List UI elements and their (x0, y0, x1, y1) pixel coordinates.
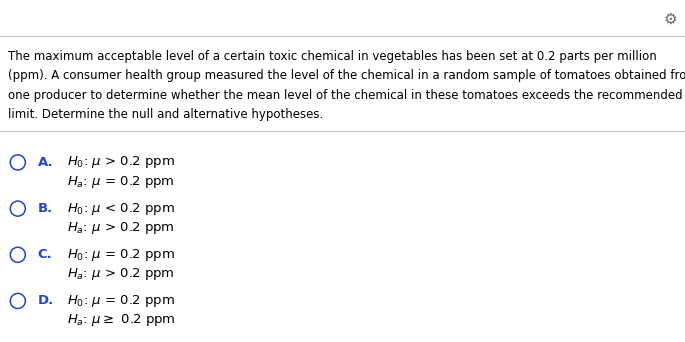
Text: D.: D. (38, 294, 54, 307)
Text: $H_0$: $\mu$ = 0.2 ppm: $H_0$: $\mu$ = 0.2 ppm (67, 247, 175, 263)
Text: limit. Determine the null and alternative hypotheses.: limit. Determine the null and alternativ… (8, 108, 323, 121)
Text: $H_a$: $\mu \geq$ 0.2 ppm: $H_a$: $\mu \geq$ 0.2 ppm (67, 313, 176, 328)
Text: $H_0$: $\mu$ = 0.2 ppm: $H_0$: $\mu$ = 0.2 ppm (67, 293, 175, 309)
Text: $H_0$: $\mu$ > 0.2 ppm: $H_0$: $\mu$ > 0.2 ppm (67, 155, 175, 170)
Text: (ppm). A consumer health group measured the level of the chemical in a random sa: (ppm). A consumer health group measured … (8, 69, 685, 82)
Text: B.: B. (38, 202, 53, 215)
Text: $H_a$: $\mu$ > 0.2 ppm: $H_a$: $\mu$ > 0.2 ppm (67, 266, 175, 282)
Text: $H_0$: $\mu$ < 0.2 ppm: $H_0$: $\mu$ < 0.2 ppm (67, 201, 175, 216)
Text: The maximum acceptable level of a certain toxic chemical in vegetables has been : The maximum acceptable level of a certai… (8, 50, 657, 63)
Text: A.: A. (38, 156, 53, 169)
Text: C.: C. (38, 248, 53, 261)
Text: $H_a$: $\mu$ > 0.2 ppm: $H_a$: $\mu$ > 0.2 ppm (67, 220, 175, 236)
Text: one producer to determine whether the mean level of the chemical in these tomato: one producer to determine whether the me… (8, 89, 683, 102)
Text: ⚙: ⚙ (663, 12, 677, 27)
Text: $H_a$: $\mu$ = 0.2 ppm: $H_a$: $\mu$ = 0.2 ppm (67, 174, 175, 190)
